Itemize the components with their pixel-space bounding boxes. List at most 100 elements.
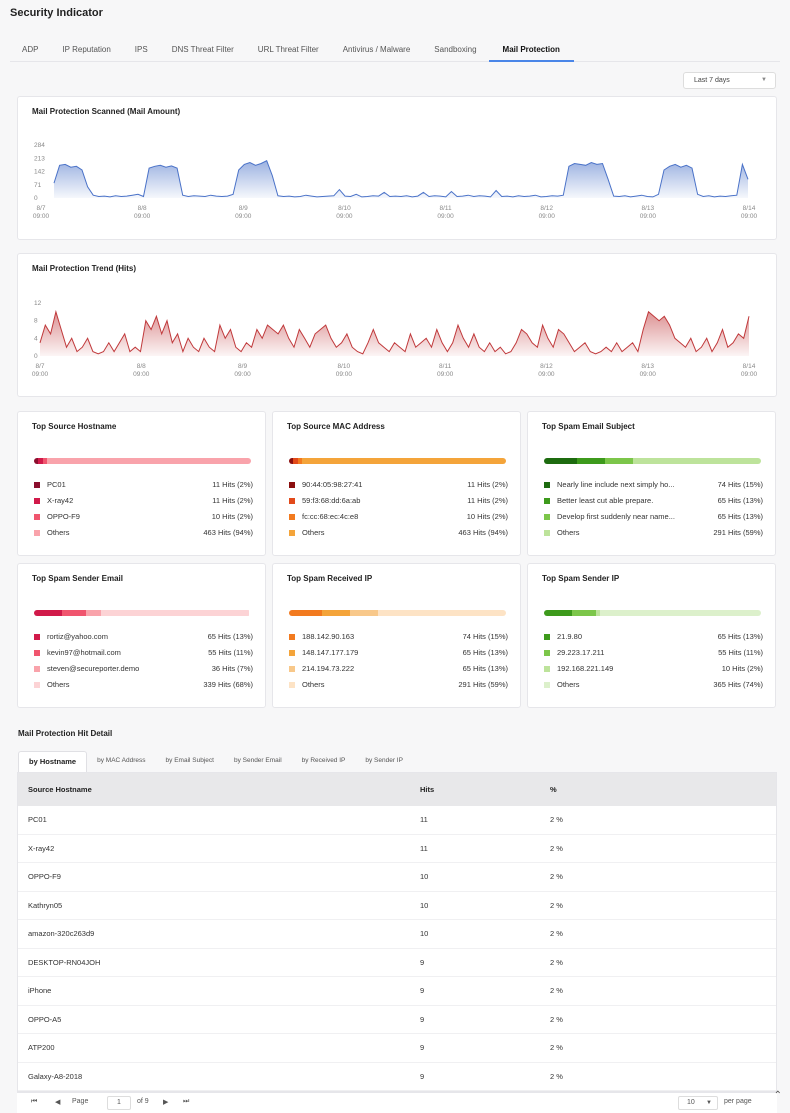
table-row[interactable]: OPPO-A5 9 2 % [18, 1006, 776, 1034]
bar-segment[interactable] [544, 610, 573, 616]
x-tick-time: 09:00 [437, 371, 454, 378]
bar-segment[interactable] [101, 610, 249, 616]
prev-page-icon[interactable]: ◀ [55, 1099, 61, 1106]
bar-segment[interactable] [297, 458, 302, 464]
legend-item[interactable]: Develop first suddenly near name... 65 Hi… [544, 512, 763, 528]
table-row[interactable]: OPPO-F9 10 2 % [18, 863, 776, 892]
tab-dns-threat-filter[interactable]: DNS Threat Filter [171, 45, 234, 54]
top-source-mac-card: Top Source MAC Address 90:44:05:98:27:41 1… [272, 411, 521, 556]
bar-segment[interactable] [62, 610, 87, 616]
series-line[interactable] [53, 160, 749, 198]
column-header-percent[interactable]: % [550, 785, 557, 794]
bar-segment[interactable] [544, 458, 577, 464]
bar-segment[interactable] [86, 610, 102, 616]
tab-by-hostname[interactable]: by Hostname [18, 751, 88, 772]
legend-item[interactable]: Others 291 Hits (59%) [544, 528, 763, 544]
legend-item[interactable]: 188.142.90.163 74 Hits (15%) [289, 632, 508, 648]
legend-item[interactable]: X-ray42 11 Hits (2%) [34, 496, 253, 512]
next-page-icon[interactable]: ▶ [163, 1099, 169, 1106]
legend-item[interactable]: Others 365 Hits (74%) [544, 680, 763, 696]
legend-item[interactable]: kevin97@hotmail.com 55 Hits (11%) [34, 648, 253, 664]
bar-segment[interactable] [604, 458, 633, 464]
legend-hits: 10 Hits (2%) [466, 512, 508, 521]
bar-segment[interactable] [34, 610, 63, 616]
legend-label: 29.223.17.211 [557, 648, 605, 657]
table-row[interactable]: amazon-320c263d9 10 2 % [18, 920, 776, 949]
legend-item[interactable]: steven@secureporter.demo 36 Hits (7%) [34, 664, 253, 680]
legend-item[interactable]: rortiz@yahoo.com 65 Hits (13%) [34, 632, 253, 648]
legend-item[interactable]: 192.168.221.149 10 Hits (2%) [544, 664, 763, 680]
legend-item[interactable]: 21.9.80 65 Hits (13%) [544, 632, 763, 648]
bar-segment[interactable] [632, 458, 761, 464]
tab-url-threat-filter[interactable]: URL Threat Filter [257, 45, 319, 54]
bar-segment[interactable] [289, 458, 294, 464]
tab-by-received-ip[interactable]: by Received IP [301, 757, 346, 764]
legend-item[interactable]: 148.147.177.179 65 Hits (13%) [289, 648, 508, 664]
legend-item[interactable]: 59:f3:68:dd:6a:ab 11 Hits (2%) [289, 496, 508, 512]
table-row[interactable]: DESKTOP-RN04JOH 9 2 % [18, 949, 776, 977]
tab-by-sender-email[interactable]: by Sender Email [233, 757, 282, 764]
bar-segment[interactable] [46, 458, 251, 464]
bar-segment[interactable] [38, 458, 43, 464]
bar-segment[interactable] [321, 610, 350, 616]
tab-by-mac-address[interactable]: by MAC Address [97, 757, 146, 764]
legend-item[interactable]: Others 291 Hits (59%) [289, 680, 508, 696]
bar-segment[interactable] [301, 458, 506, 464]
table-row[interactable]: iPhone 9 2 % [18, 977, 776, 1006]
stacked-bar [544, 458, 761, 464]
legend-item[interactable]: fc:cc:68:ec:4c:e8 10 Hits (2%) [289, 512, 508, 528]
bar-segment[interactable] [34, 458, 39, 464]
tab-by-sender-ip[interactable]: by Sender IP [365, 757, 403, 764]
table-row[interactable]: Kathryn05 10 2 % [18, 892, 776, 920]
bar-segment[interactable] [349, 610, 378, 616]
x-tick-date: 8/10 [338, 205, 351, 212]
page-number-input[interactable]: 1 [107, 1096, 131, 1110]
column-header-hostname[interactable]: Source Hostname [28, 785, 92, 794]
per-page-select[interactable]: 10 ▼ [678, 1096, 718, 1110]
tab-adp[interactable]: ADP [22, 45, 39, 54]
table-row[interactable]: X-ray42 11 2 % [18, 835, 776, 863]
legend-item[interactable]: Others 339 Hits (68%) [34, 680, 253, 696]
cell-hostname: amazon-320c263d9 [28, 929, 95, 938]
legend-item[interactable]: 214.194.73.222 65 Hits (13%) [289, 664, 508, 680]
legend-item[interactable]: PC01 11 Hits (2%) [34, 480, 253, 496]
legend-hits: 65 Hits (13%) [462, 664, 508, 673]
tab-mail-protection[interactable]: Mail Protection [488, 42, 574, 62]
x-tick-time: 09:00 [640, 213, 657, 220]
bar-segment[interactable] [293, 458, 298, 464]
scroll-to-top-icon[interactable]: ⌃ [773, 1090, 782, 1101]
series-line[interactable] [39, 309, 750, 355]
last-page-icon[interactable]: ⏭ [183, 1098, 190, 1105]
time-range-select[interactable]: Last 7 days ▼ [683, 72, 776, 89]
bar-segment[interactable] [600, 610, 761, 616]
bar-segment[interactable] [377, 610, 506, 616]
legend-item[interactable]: Better least cut able prepare. 65 Hits (1… [544, 496, 763, 512]
bar-segment[interactable] [572, 610, 597, 616]
legend-hits: 11 Hits (2%) [467, 480, 508, 489]
cell-percent: 2 % [550, 929, 563, 938]
mail-trend-card: Mail Protection Trend (Hits) 12 8 4 0 8/7 09:… [17, 253, 777, 397]
column-header-hits[interactable]: Hits [420, 785, 435, 794]
bar-segment[interactable] [596, 610, 601, 616]
legend-item[interactable]: Others 463 Hits (94%) [289, 528, 508, 544]
table-row[interactable]: PC01 11 2 % [18, 806, 776, 835]
legend-item[interactable]: Others 463 Hits (94%) [34, 528, 253, 544]
tab-by-email-subject[interactable]: by Email Subject [165, 757, 214, 764]
table-row[interactable]: ATP200 9 2 % [18, 1034, 776, 1063]
legend-item[interactable]: 29.223.17.211 55 Hits (11%) [544, 648, 763, 664]
tab-sandboxing[interactable]: Sandboxing [434, 45, 477, 54]
legend-hits: 11 Hits (2%) [467, 496, 508, 505]
legend-item[interactable]: OPPO-F9 10 Hits (2%) [34, 512, 253, 528]
table-row[interactable]: Galaxy-A8-2018 9 2 % [18, 1063, 776, 1091]
tab-antivirus-malware[interactable]: Antivirus / Malware [342, 45, 411, 54]
bar-segment[interactable] [289, 610, 322, 616]
tab-ips[interactable]: IPS [134, 45, 148, 54]
first-page-icon[interactable]: ⏮ [31, 1098, 38, 1105]
legend: PC01 11 Hits (2%) X-ray42 11 Hits (2%) OPPO-… [34, 480, 253, 544]
top-source-hostname-title: Top Source Hostname [32, 422, 117, 431]
tab-ip-reputation[interactable]: IP Reputation [62, 45, 111, 54]
bar-segment[interactable] [42, 458, 47, 464]
legend-item[interactable]: Nearly line include next simply ho... 74 … [544, 480, 763, 496]
legend-item[interactable]: 90:44:05:98:27:41 11 Hits (2%) [289, 480, 508, 496]
bar-segment[interactable] [576, 458, 605, 464]
